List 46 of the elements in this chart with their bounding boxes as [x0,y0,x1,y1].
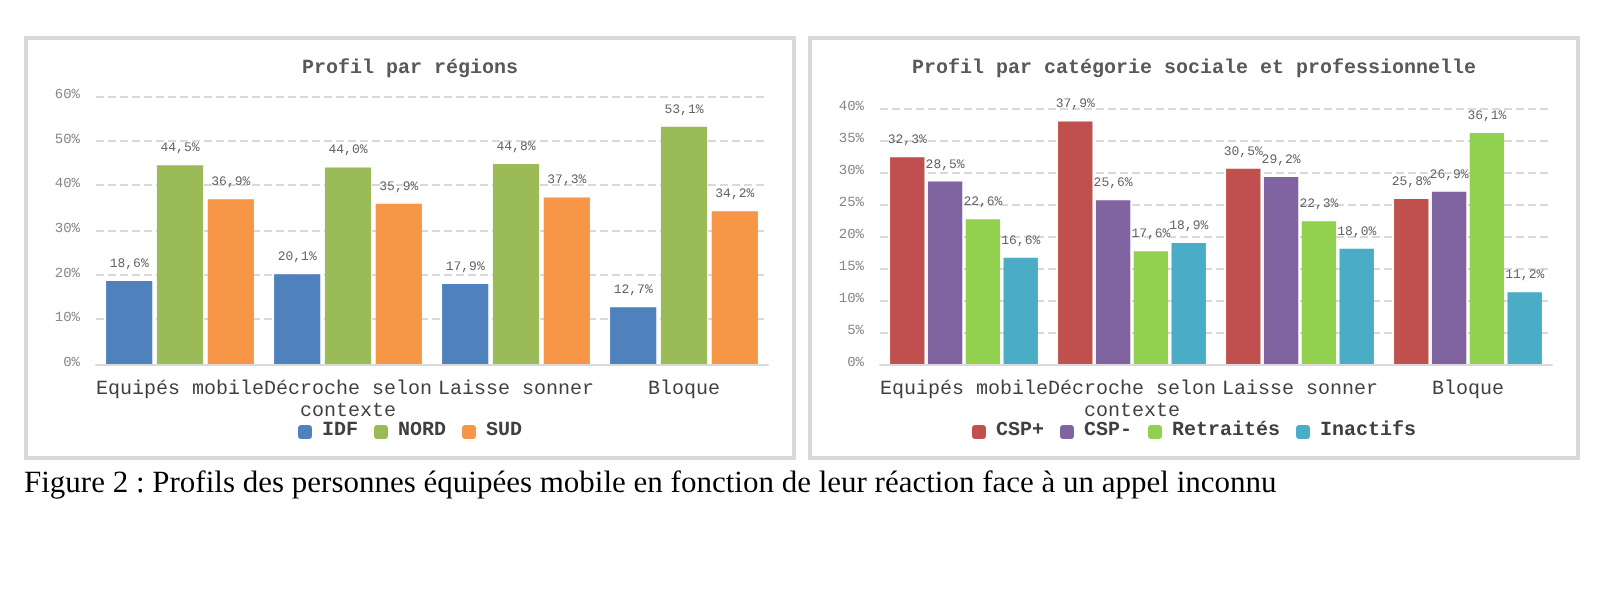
bar [442,284,489,364]
bar [324,167,372,364]
x-tick-label: Bloque [647,378,721,402]
x-tick-label: Décroche selon contexte [263,378,433,424]
bar [965,219,1001,364]
bar [890,157,925,364]
bar [1003,257,1038,364]
bar [1431,191,1467,364]
bar [1058,121,1093,364]
bar [1263,177,1299,364]
bar [1095,200,1131,364]
bar [1394,198,1429,364]
bar [375,203,422,364]
bar [106,280,153,364]
bar [1339,248,1374,364]
bar [1226,168,1261,364]
legend-label: NORD [398,421,447,443]
bar [660,126,708,364]
bar [1469,132,1505,364]
x-tick-label: Laisse sonner [1221,378,1379,402]
bar [543,197,590,364]
legend-label: CSP+ [995,421,1045,443]
legend-label: SUD [486,421,523,443]
bar [927,181,963,364]
legend-label: IDF [321,421,359,443]
bar [1171,243,1206,364]
legend-label: CSP- [1083,421,1133,443]
bar [1507,292,1542,364]
x-tick-label: Equipés mobile [879,378,1049,402]
bar [156,165,204,364]
x-tick-label: Décroche selon contexte [1047,378,1217,424]
legend-label: Retraités [1171,419,1281,443]
x-tick-label: Equipés mobile [95,378,265,402]
bar [610,307,657,364]
bar [1133,251,1169,364]
bar [492,163,540,364]
bar [274,274,321,364]
chart-title: Profil par catégorie sociale et professionnelle [911,57,1477,81]
legend-label: Inactifs [1320,419,1417,443]
bar [207,199,254,364]
caption: Figure 2 : Profils des personnes équipées mobile en fonction de leur réaction face à un appel inconnu [24,464,1279,502]
x-tick-label: Bloque [1431,378,1505,402]
bar [1301,221,1337,364]
x-tick-label: Laisse sonner [437,378,595,402]
chart-title: Profil par régions [301,57,519,81]
bar [711,211,758,364]
